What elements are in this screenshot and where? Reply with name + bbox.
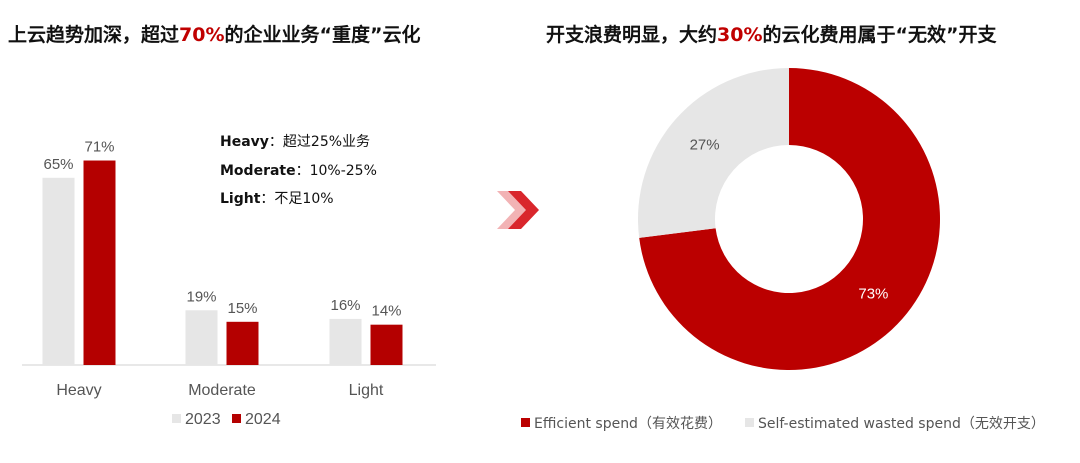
data-label-heavy-2024: 71% [84,139,114,156]
donut-slice-efficient [639,68,940,371]
legend-swatch-wasted [745,418,754,427]
bar-moderate-2023 [185,310,218,365]
right-chart-title: 开支浪费明显，大约30%的云化费用属于“无效”开支 [546,24,997,46]
slice-label-efficient: 73% [858,285,888,302]
data-label-light-2024: 14% [371,303,401,320]
tick-label-light: Light [349,382,384,399]
slice-label-wasted: 27% [690,137,720,154]
annotation-light: Light：不足10% [220,191,334,207]
legend-swatch-2024 [232,414,241,423]
donut-chart: 73% 27% Efficient spend（有效花费） Self-estimate… [521,68,1045,432]
bar-light-2023 [329,318,362,365]
donut-slice-wasted [638,68,789,238]
legend-swatch-efficient [521,418,530,427]
tick-label-heavy: Heavy [56,382,101,399]
legend-label-wasted: Self-estimated wasted spend（无效开支） [758,416,1045,432]
data-label-light-2023: 16% [330,297,360,314]
chevron-arrow-icon [497,191,539,229]
bar-light-2024 [370,324,403,365]
left-chart-title: 上云趋势加深，超过70%的企业业务“重度”云化 [8,24,421,46]
bar-heavy-2024 [83,160,116,365]
legend-label-2023: 2023 [185,411,221,428]
bar-chart: 65% 71% Heavy 19% 15% Moderate 16% 14% Light 2023… [22,139,436,428]
legend-swatch-2023 [172,414,181,423]
bar-heavy-2023 [42,177,75,365]
legend-label-2024: 2024 [245,411,281,428]
bar-moderate-2024 [226,321,259,365]
annotation-heavy: Heavy：超过25%业务 [220,134,371,150]
annotation-moderate: Moderate：10%-25% [220,163,377,179]
data-label-moderate-2024: 15% [227,300,257,317]
data-label-heavy-2023: 65% [43,156,73,173]
data-label-moderate-2023: 19% [186,288,216,305]
tick-label-moderate: Moderate [188,382,256,399]
legend-label-efficient: Efficient spend（有效花费） [534,416,722,432]
